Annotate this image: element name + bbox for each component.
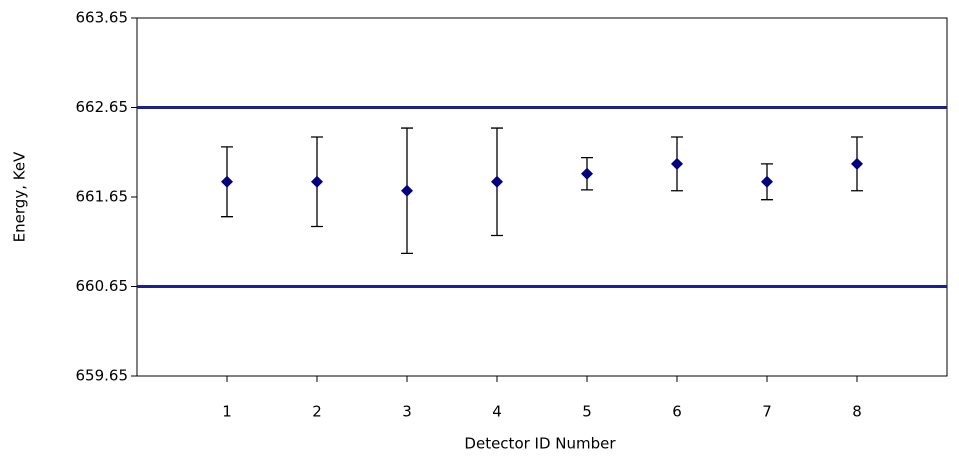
x-tick-label: 5 — [582, 403, 592, 421]
x-tick-label: 4 — [492, 403, 502, 421]
data-point — [761, 175, 773, 188]
data-point — [851, 157, 863, 170]
data-point — [401, 184, 413, 197]
y-tick-label: 663.65 — [76, 9, 129, 27]
y-tick-label: 662.65 — [76, 98, 129, 116]
x-tick-label: 3 — [402, 403, 412, 421]
data-point — [221, 175, 233, 188]
x-tick-label: 8 — [852, 403, 862, 421]
y-tick-label: 660.65 — [76, 277, 129, 295]
plot-area — [136, 17, 948, 377]
data-point — [311, 175, 323, 188]
data-point — [671, 157, 683, 170]
y-tick-label: 659.65 — [76, 367, 129, 385]
x-tick-label: 6 — [672, 403, 682, 421]
y-axis-label: Energy, KeV — [11, 151, 29, 242]
x-tick-label: 1 — [222, 403, 232, 421]
data-point — [491, 175, 503, 188]
x-tick-label: 7 — [762, 403, 772, 421]
data-point — [581, 167, 593, 180]
y-tick-label: 661.65 — [76, 188, 129, 206]
x-axis-label: Detector ID Number — [464, 435, 616, 453]
x-tick-label: 2 — [312, 403, 322, 421]
